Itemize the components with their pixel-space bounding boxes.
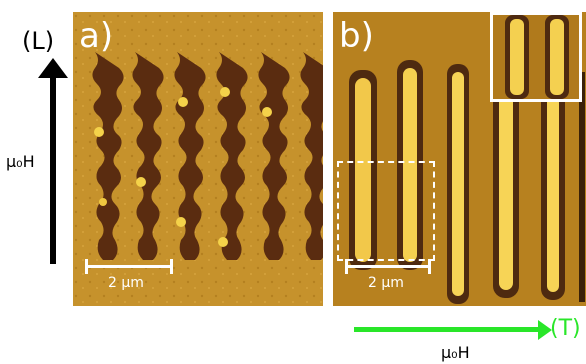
panel-a-scale-text: 2 μm	[108, 275, 144, 291]
right-arrow-shaft	[354, 327, 542, 332]
up-arrow-shaft	[50, 64, 56, 264]
inset-stripes	[493, 15, 579, 99]
field-label-left: μ₀H	[6, 152, 35, 171]
panel-a-image: a) 2 μm	[73, 12, 323, 306]
panel-a-label: a)	[79, 16, 114, 56]
panel-b-label: b)	[339, 16, 374, 56]
zoom-inset	[490, 12, 582, 102]
right-arrow-head-icon	[538, 320, 552, 340]
stripe-group-b	[349, 58, 585, 304]
panel-b-scale-text: 2 μm	[368, 275, 404, 291]
field-label-bottom: μ₀H	[441, 343, 470, 362]
panel-b-scalebar	[345, 259, 431, 274]
zoom-region-box	[337, 161, 435, 261]
longitudinal-label: (L)	[22, 27, 55, 55]
panel-b-image: b) 2 μm	[333, 12, 586, 306]
panel-b-stripes	[333, 12, 586, 306]
stripe-group-a	[92, 52, 323, 260]
transverse-label: (T)	[550, 316, 581, 341]
panel-a-stripes	[73, 12, 323, 306]
panel-a-scalebar	[85, 259, 173, 274]
